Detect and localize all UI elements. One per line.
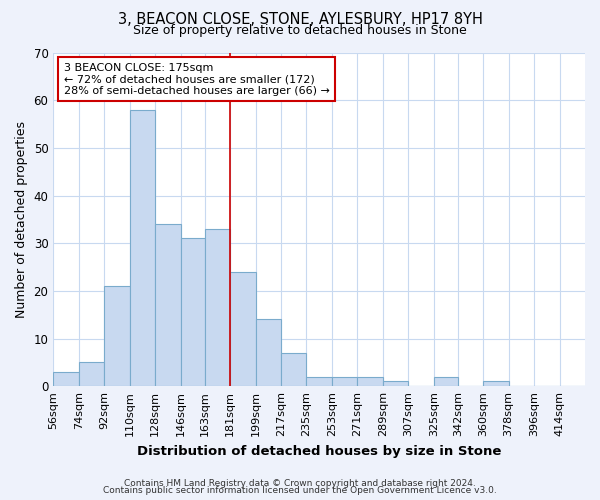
Bar xyxy=(383,382,408,386)
Bar xyxy=(358,376,383,386)
Bar xyxy=(79,362,104,386)
Bar xyxy=(230,272,256,386)
X-axis label: Distribution of detached houses by size in Stone: Distribution of detached houses by size … xyxy=(137,444,502,458)
Text: 3 BEACON CLOSE: 175sqm
← 72% of detached houses are smaller (172)
28% of semi-de: 3 BEACON CLOSE: 175sqm ← 72% of detached… xyxy=(64,62,330,96)
Text: Contains HM Land Registry data © Crown copyright and database right 2024.: Contains HM Land Registry data © Crown c… xyxy=(124,478,476,488)
Bar xyxy=(307,376,332,386)
Bar xyxy=(434,376,458,386)
Text: Contains public sector information licensed under the Open Government Licence v3: Contains public sector information licen… xyxy=(103,486,497,495)
Text: Size of property relative to detached houses in Stone: Size of property relative to detached ho… xyxy=(133,24,467,37)
Bar xyxy=(155,224,181,386)
Bar xyxy=(130,110,155,386)
Bar xyxy=(53,372,79,386)
Bar xyxy=(256,320,281,386)
Bar xyxy=(483,382,509,386)
Bar xyxy=(205,229,230,386)
Text: 3, BEACON CLOSE, STONE, AYLESBURY, HP17 8YH: 3, BEACON CLOSE, STONE, AYLESBURY, HP17 … xyxy=(118,12,482,28)
Bar xyxy=(332,376,358,386)
Bar xyxy=(104,286,130,386)
Bar xyxy=(181,238,205,386)
Bar xyxy=(281,353,307,386)
Y-axis label: Number of detached properties: Number of detached properties xyxy=(15,121,28,318)
